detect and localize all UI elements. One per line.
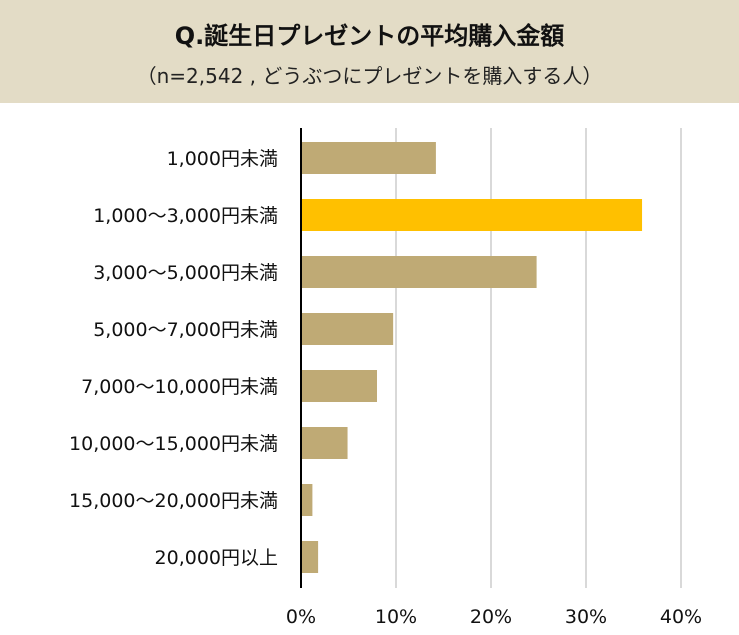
bar	[301, 427, 348, 459]
bar	[301, 199, 643, 231]
x-tick-label: 30%	[565, 606, 607, 628]
bar	[301, 541, 319, 573]
category-label: 3,000～5,000円未満	[93, 262, 278, 284]
x-tick-label: 20%	[470, 606, 512, 628]
chart-subtitle: （n=2,542 , どうぶつにプレゼントを購入する人）	[136, 64, 603, 88]
bar	[301, 484, 313, 516]
category-label: 10,000～15,000円未満	[69, 433, 278, 455]
bar-chart: 1,000円未満 1,000～3,000円未満 3,000～5,000円未満 5,00…	[69, 128, 702, 628]
category-label: 1,000～3,000円未満	[93, 205, 278, 227]
chart-header: Q.誕生日プレゼントの平均購入金額 （n=2,542 , どうぶつにプレゼントを…	[0, 0, 739, 103]
category-label: 7,000～10,000円未満	[81, 376, 278, 398]
x-tick-label: 40%	[660, 606, 702, 628]
x-tick-label: 10%	[375, 606, 417, 628]
bar	[301, 256, 537, 288]
chart-title: Q.誕生日プレゼントの平均購入金額	[174, 22, 565, 50]
category-label: 15,000～20,000円未満	[69, 490, 278, 512]
bar	[301, 370, 377, 402]
category-label: 1,000円未満	[167, 148, 278, 170]
bar	[301, 142, 436, 174]
bar	[301, 313, 394, 345]
category-label: 5,000～7,000円未満	[93, 319, 278, 341]
x-tick-label: 0%	[286, 606, 316, 628]
category-label: 20,000円以上	[155, 547, 278, 569]
